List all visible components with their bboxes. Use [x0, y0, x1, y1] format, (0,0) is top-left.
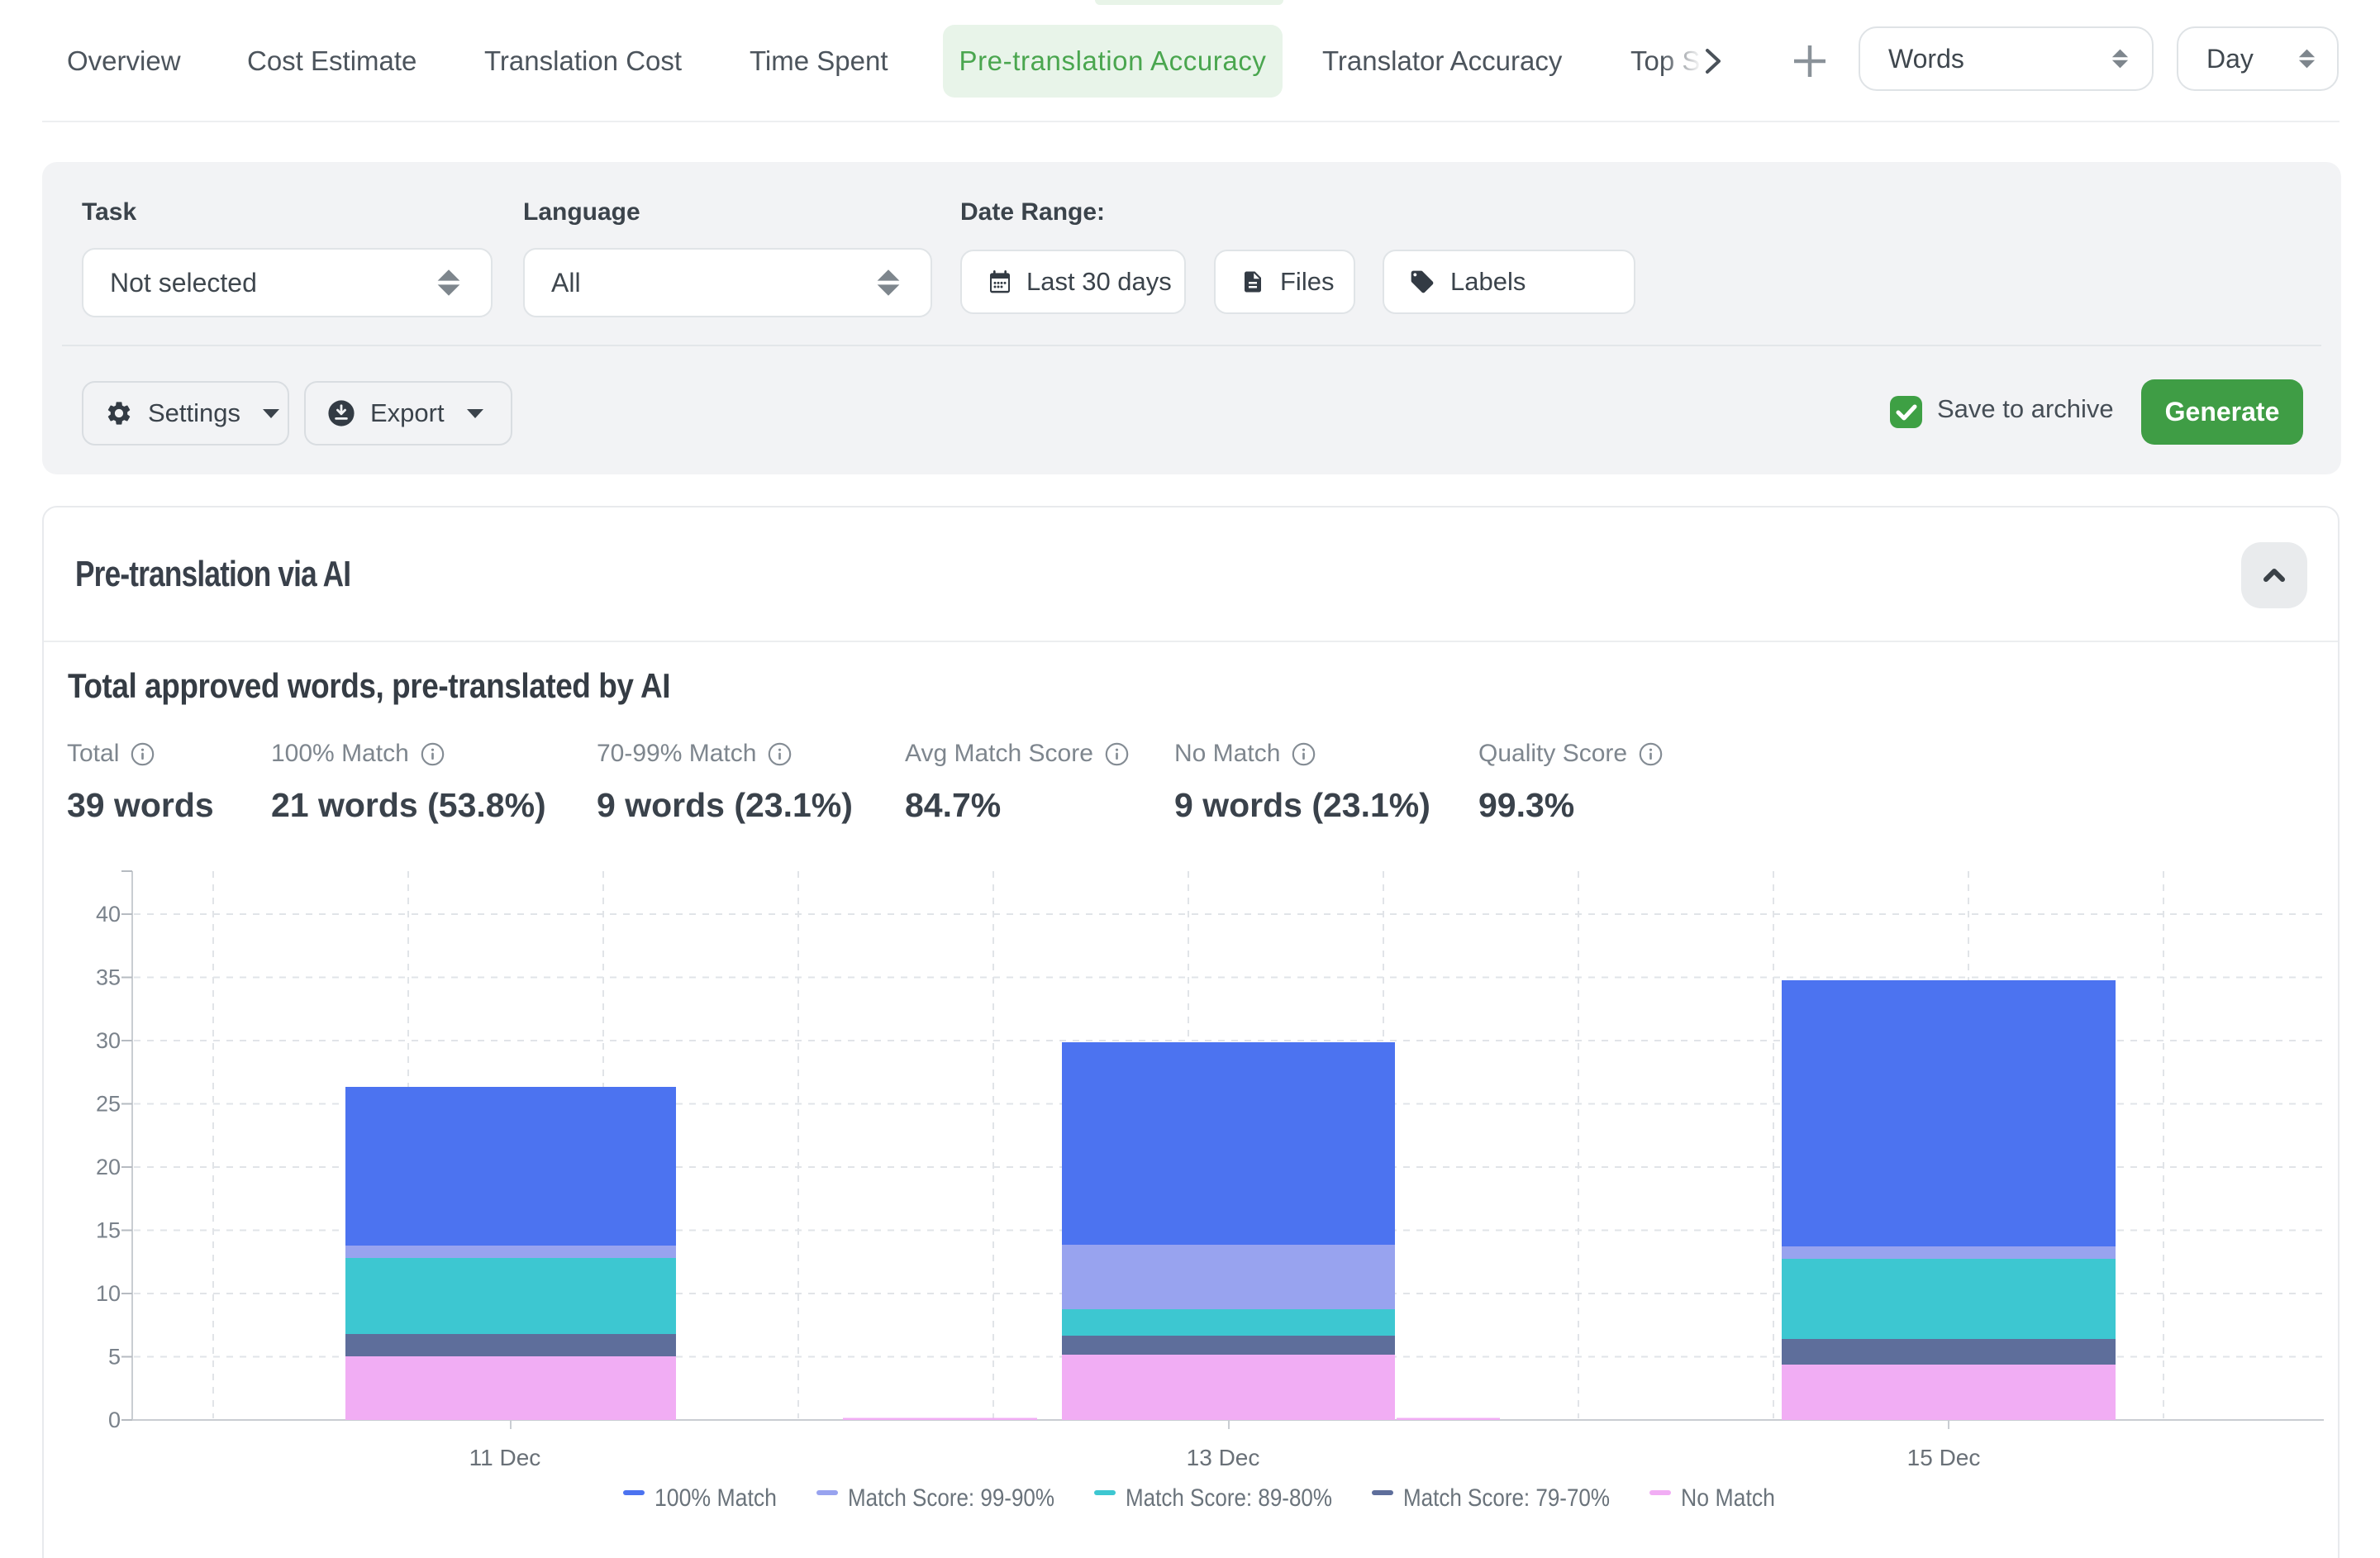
svg-text:13 Dec: 13 Dec — [1187, 1445, 1260, 1470]
svg-text:15: 15 — [96, 1218, 121, 1243]
svg-text:15 Dec: 15 Dec — [1907, 1445, 1981, 1470]
svg-text:Match Score: 79-70%: Match Score: 79-70% — [1403, 1484, 1610, 1512]
svg-text:5: 5 — [108, 1345, 121, 1370]
svg-text:100% Match: 100% Match — [654, 1484, 777, 1512]
svg-text:35: 35 — [96, 965, 121, 990]
svg-text:25: 25 — [96, 1092, 121, 1117]
svg-text:0: 0 — [108, 1408, 121, 1432]
svg-text:Match Score: 99-90%: Match Score: 99-90% — [848, 1484, 1054, 1512]
svg-text:40: 40 — [96, 902, 121, 927]
svg-text:30: 30 — [96, 1028, 121, 1053]
svg-text:No Match: No Match — [1681, 1484, 1775, 1512]
svg-text:11 Dec: 11 Dec — [469, 1445, 541, 1470]
svg-text:10: 10 — [96, 1281, 121, 1306]
svg-text:20: 20 — [96, 1155, 121, 1179]
svg-text:Match Score: 89-80%: Match Score: 89-80% — [1126, 1484, 1332, 1512]
